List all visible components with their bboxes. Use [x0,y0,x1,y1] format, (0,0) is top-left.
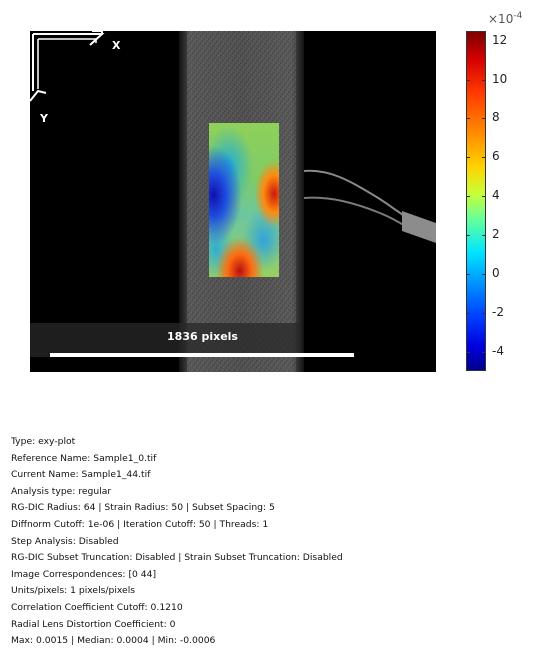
colorbar-tick-label: 2 [492,227,500,241]
info-line: Reference Name: Sample1_0.tif [11,452,157,464]
info-line: Image Correspondences: [0 44] [11,568,157,580]
axis-indicator [30,31,105,102]
info-line: Radial Lens Distortion Coefficient: 0 [11,618,176,630]
colorbar-tick-mark [466,196,470,198]
colorbar-tick-label: -4 [492,343,504,358]
info-line: Analysis type: regular [11,485,112,497]
colorbar-tick-mark [466,351,470,353]
colorbar-tick-label: -2 [492,304,504,319]
info-line: RG-DIC Subset Truncation: Disabled | Str… [11,552,343,564]
colorbar-tick-mark [466,40,470,42]
colorbar-tick-mark [482,235,486,236]
scale-bar-label: 1836 pixels [167,330,238,343]
colorbar-tick-mark [466,79,470,81]
colorbar-tick-mark [482,118,486,120]
colorbar-tick-mark [482,79,486,81]
colorbar-tick-mark [466,118,470,120]
strain-image-panel: 1836 pixels X Y [30,31,436,372]
scale-bar-background [30,323,300,357]
colorbar-tick-label: 10 [492,71,508,86]
colorbar-tick-mark [482,196,486,198]
colorbar-tick-mark [482,157,486,159]
colorbar-tick-mark [466,312,470,314]
colorbar-tick-mark [482,40,486,42]
info-line: Diffnorm Cutoff: 1e-06 | Iteration Cutof… [11,518,269,530]
info-line: RG-DIC Radius: 64 | Strain Radius: 50 | … [11,502,275,514]
info-line: Type: exy-plot [11,436,76,447]
colorbar [466,31,486,371]
colorbar-tick-label: 8 [492,110,500,125]
info-line: Step Analysis: Disabled [11,535,119,547]
colorbar-tick-mark [482,351,486,353]
cable-graphic [303,169,436,243]
info-line: Current Name: Sample1_44.tif [11,469,151,481]
analysis-info-panel: Type: exy-plot Reference Name: Sample1_0.… [11,436,343,652]
colorbar-exponent-base: ×10 [488,12,514,26]
colorbar-tick-mark [482,273,486,275]
colorbar-tick-label: 0 [492,265,500,280]
info-line: Units/pixels: 1 pixels/pixels [11,585,136,597]
info-line: Correlation Coefficient Cutoff: 0.1210 [11,601,183,613]
scale-bar [50,353,354,357]
info-line: Max: 0.0015 | Median: 0.0004 | Min: -0.0… [11,635,216,647]
colorbar-tick-mark [482,312,486,314]
specimen-edge-right [296,31,304,372]
colorbar-tick-mark [466,273,470,275]
axis-label-x: X [112,39,121,52]
colorbar-tick-label: 4 [492,188,500,203]
axis-label-y: Y [40,112,48,125]
specimen-edge-left [179,31,187,372]
colorbar-tick-mark [466,235,470,236]
colorbar-exponent-power: -4 [513,11,523,21]
colorbar-tick-label: 12 [492,32,508,47]
colorbar-tick-label: 6 [492,149,500,164]
colorbar-exponent: ×10-4 [488,11,522,26]
strain-overlay-roi [209,123,279,277]
colorbar-tick-mark [466,157,470,159]
